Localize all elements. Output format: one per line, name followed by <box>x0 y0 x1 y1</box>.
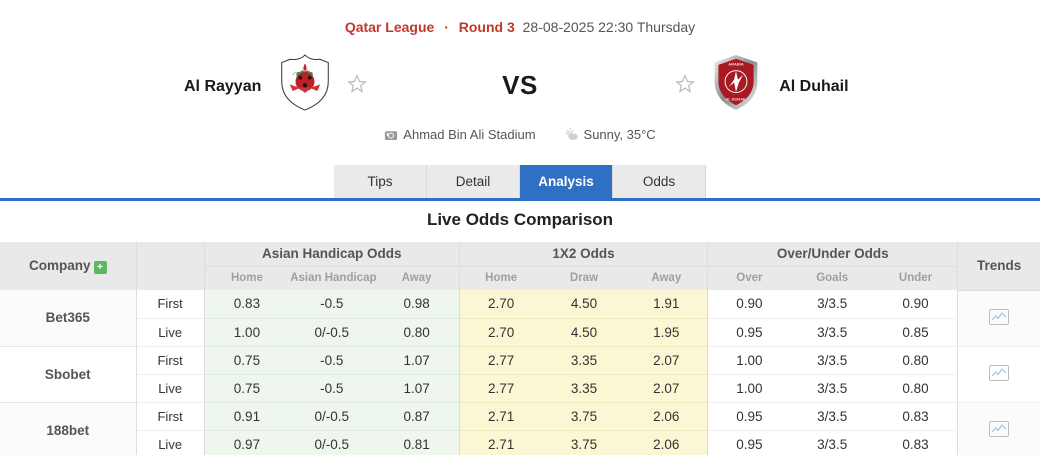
svg-text:AL DUHAIL: AL DUHAIL <box>725 97 747 102</box>
svg-text:ARABIA: ARABIA <box>728 61 744 66</box>
